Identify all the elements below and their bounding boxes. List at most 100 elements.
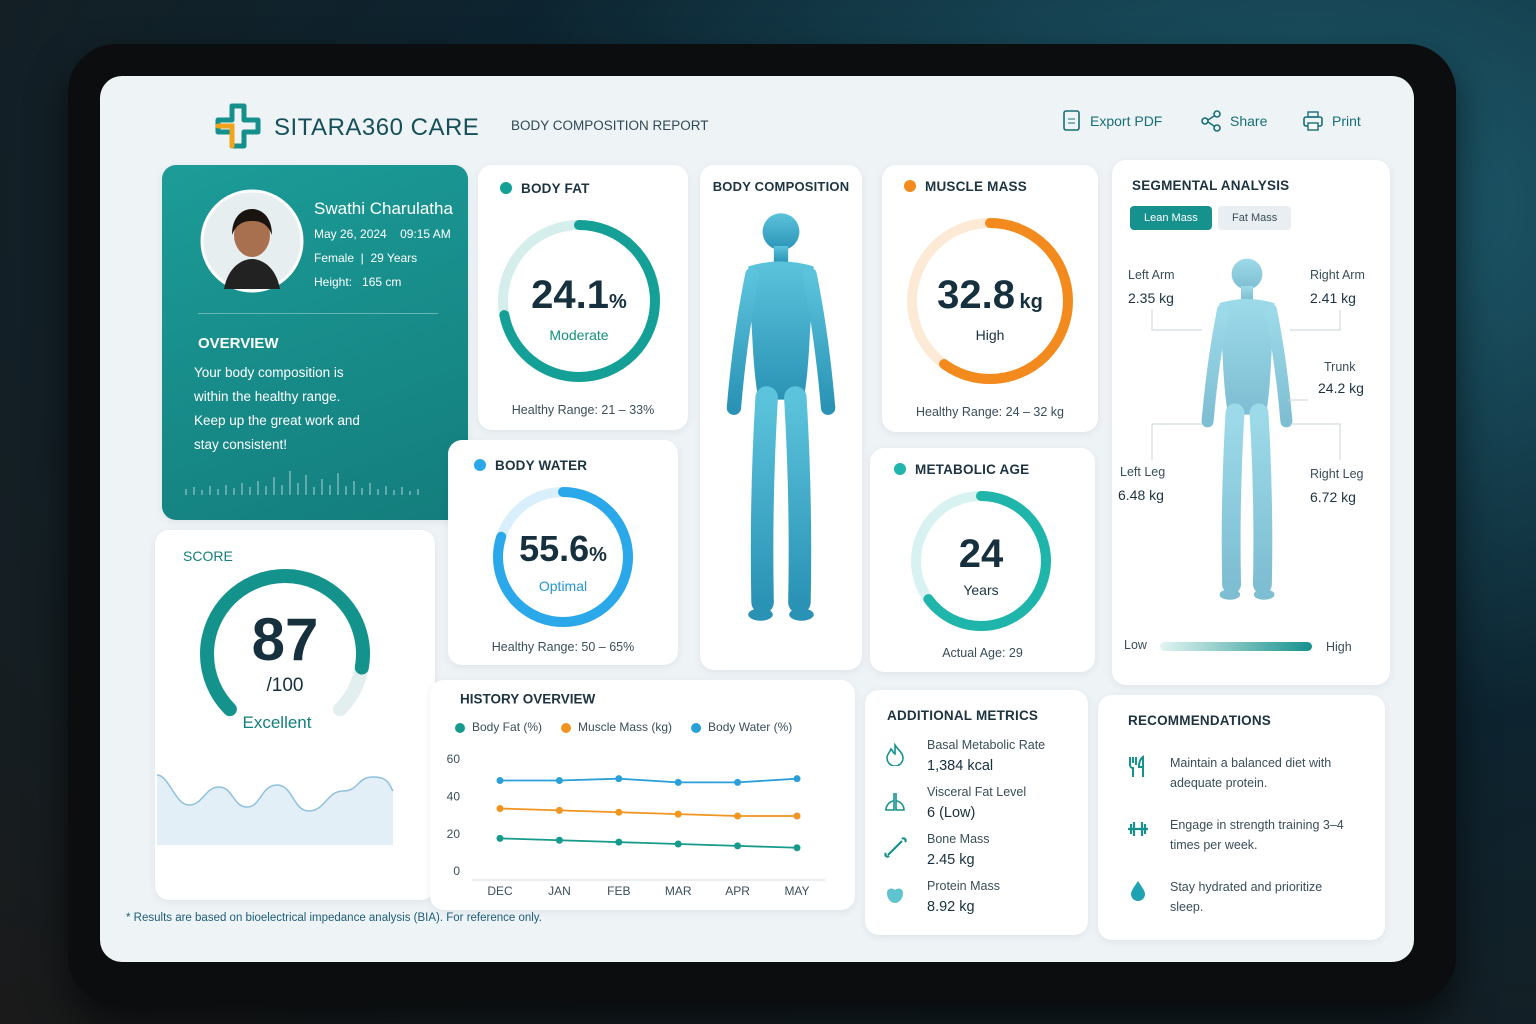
scale-high: High xyxy=(1326,640,1352,654)
y-tick-label: 40 xyxy=(447,790,461,804)
score-value: 87 xyxy=(251,606,319,673)
card-title: BODY WATER xyxy=(474,458,587,473)
metric-value: 2.45 kg xyxy=(927,852,975,868)
title-text: MUSCLE MASS xyxy=(925,179,1027,194)
gauge-fill xyxy=(493,487,633,627)
action-label[interactable]: Export PDF xyxy=(1090,113,1163,129)
healthy-range: Healthy Range: 50 – 65% xyxy=(491,640,635,654)
x-tick-label: DEC xyxy=(487,884,513,898)
legend-dot xyxy=(500,182,512,194)
brand: SITARA360 CARE xyxy=(274,114,480,141)
share-button[interactable]: Share xyxy=(1200,110,1267,132)
print-button[interactable]: Print xyxy=(1302,110,1361,132)
card-title: ADDITIONAL METRICS xyxy=(887,708,1039,723)
rec-text: Stay hydrated and prioritize sleep. xyxy=(1170,880,1323,914)
segment-label: Left Leg xyxy=(1120,465,1166,479)
healthy-range: Healthy Range: 21 – 33% xyxy=(511,403,655,417)
point xyxy=(615,838,623,846)
legend-dot xyxy=(474,459,486,471)
gauge xyxy=(493,487,633,627)
gauge xyxy=(907,218,1073,384)
card-title: METABOLIC AGE xyxy=(894,462,1029,477)
legend-dot xyxy=(691,723,702,733)
age: 29 Years xyxy=(370,251,418,265)
point xyxy=(555,806,563,814)
point xyxy=(555,777,563,785)
chart-title: HISTORY OVERVIEW xyxy=(460,692,596,707)
status: Moderate xyxy=(549,327,609,343)
point xyxy=(674,778,682,786)
decor-wave xyxy=(185,471,419,495)
x-tick-label: APR xyxy=(725,884,750,898)
footnote: * Results are based on bioelectrical imp… xyxy=(126,912,542,924)
gauge xyxy=(498,220,660,382)
time: 09:15 AM xyxy=(400,227,451,241)
series-line xyxy=(499,837,798,849)
report-date: May 26, 2024 09:15 AM xyxy=(314,227,451,241)
action-label[interactable]: Print xyxy=(1332,113,1361,129)
rec-text: Maintain a balanced diet with adequate p… xyxy=(1170,756,1332,790)
body-figure xyxy=(706,203,856,653)
point xyxy=(734,812,742,820)
title-text: BODY FAT xyxy=(521,181,590,196)
segment-label: Right Leg xyxy=(1310,467,1364,481)
segment-value: 6.72 kg xyxy=(1310,489,1356,505)
segment-value: 6.48 kg xyxy=(1118,487,1164,503)
segment-label: Right Arm xyxy=(1310,268,1365,282)
history-chart: HISTORY OVERVIEW 0 20 40 60 DEC JAN FEB MAR APR M… xyxy=(447,692,825,898)
segmental-card: SEGMENTAL ANALYSIS Lean Mass Fat Mass Le… xyxy=(1112,160,1390,685)
card-title: MUSCLE MASS xyxy=(904,179,1027,194)
score-rating: Excellent xyxy=(242,713,312,732)
export-button[interactable]: Export PDF xyxy=(1062,110,1162,132)
point xyxy=(674,840,682,848)
gauge-fill xyxy=(911,491,1051,631)
overview-title: OVERVIEW xyxy=(198,335,279,352)
legend-dot xyxy=(904,180,916,192)
score-max: /100 xyxy=(266,675,304,696)
report-title: BODY COMPOSITION REPORT xyxy=(511,118,709,133)
x-tick-label: MAR xyxy=(665,884,692,898)
point xyxy=(793,812,801,820)
scale-bar xyxy=(1160,642,1312,651)
point xyxy=(793,775,801,783)
gauge-value: 24.1% xyxy=(493,273,665,318)
demographics: Female | 29 Years xyxy=(314,251,418,265)
metric-label: Visceral Fat Level xyxy=(927,785,1027,799)
metric-label: Basal Metabolic Rate xyxy=(927,738,1046,752)
point xyxy=(555,836,563,844)
recommendations-card: RECOMMENDATIONS Maintain a balanced diet… xyxy=(1098,695,1385,940)
icon xyxy=(886,742,904,767)
action-label[interactable]: Share xyxy=(1230,113,1268,129)
unit: Years xyxy=(963,582,999,598)
tab-fat[interactable]: Fat Mass xyxy=(1218,206,1292,230)
segment-value: 2.35 kg xyxy=(1128,290,1174,306)
value: 24 xyxy=(958,532,1004,576)
legend-label: Muscle Mass (kg) xyxy=(578,720,672,734)
point xyxy=(496,834,504,842)
score-title: SCORE xyxy=(183,548,233,564)
point xyxy=(496,777,504,785)
scale-low: Low xyxy=(1124,638,1147,652)
metric-label: Bone Mass xyxy=(927,832,990,846)
metric-icon xyxy=(883,789,907,818)
point xyxy=(496,805,504,813)
gauge xyxy=(911,491,1051,631)
card-title: RECOMMENDATIONS xyxy=(1128,713,1271,728)
y-tick-label: 60 xyxy=(447,752,461,766)
history-card: HISTORY OVERVIEW 0 20 40 60 DEC JAN FEB MAR APR M… xyxy=(430,680,855,910)
avatar xyxy=(200,189,304,293)
tab-lean[interactable]: Lean Mass xyxy=(1130,206,1212,230)
legend-label: Body Fat (%) xyxy=(472,720,542,734)
point xyxy=(734,842,742,850)
legend-label: Body Water (%) xyxy=(708,720,792,734)
logo xyxy=(215,103,261,149)
metric-value: 8.92 kg xyxy=(927,899,975,915)
legend-dot xyxy=(561,723,572,733)
profile-card: Swathi Charulatha May 26, 2024 09:15 AM … xyxy=(162,165,468,520)
unit: kg xyxy=(1019,291,1043,313)
icon xyxy=(887,888,903,903)
divider xyxy=(198,313,438,314)
series-line xyxy=(500,777,798,784)
point xyxy=(615,775,623,783)
